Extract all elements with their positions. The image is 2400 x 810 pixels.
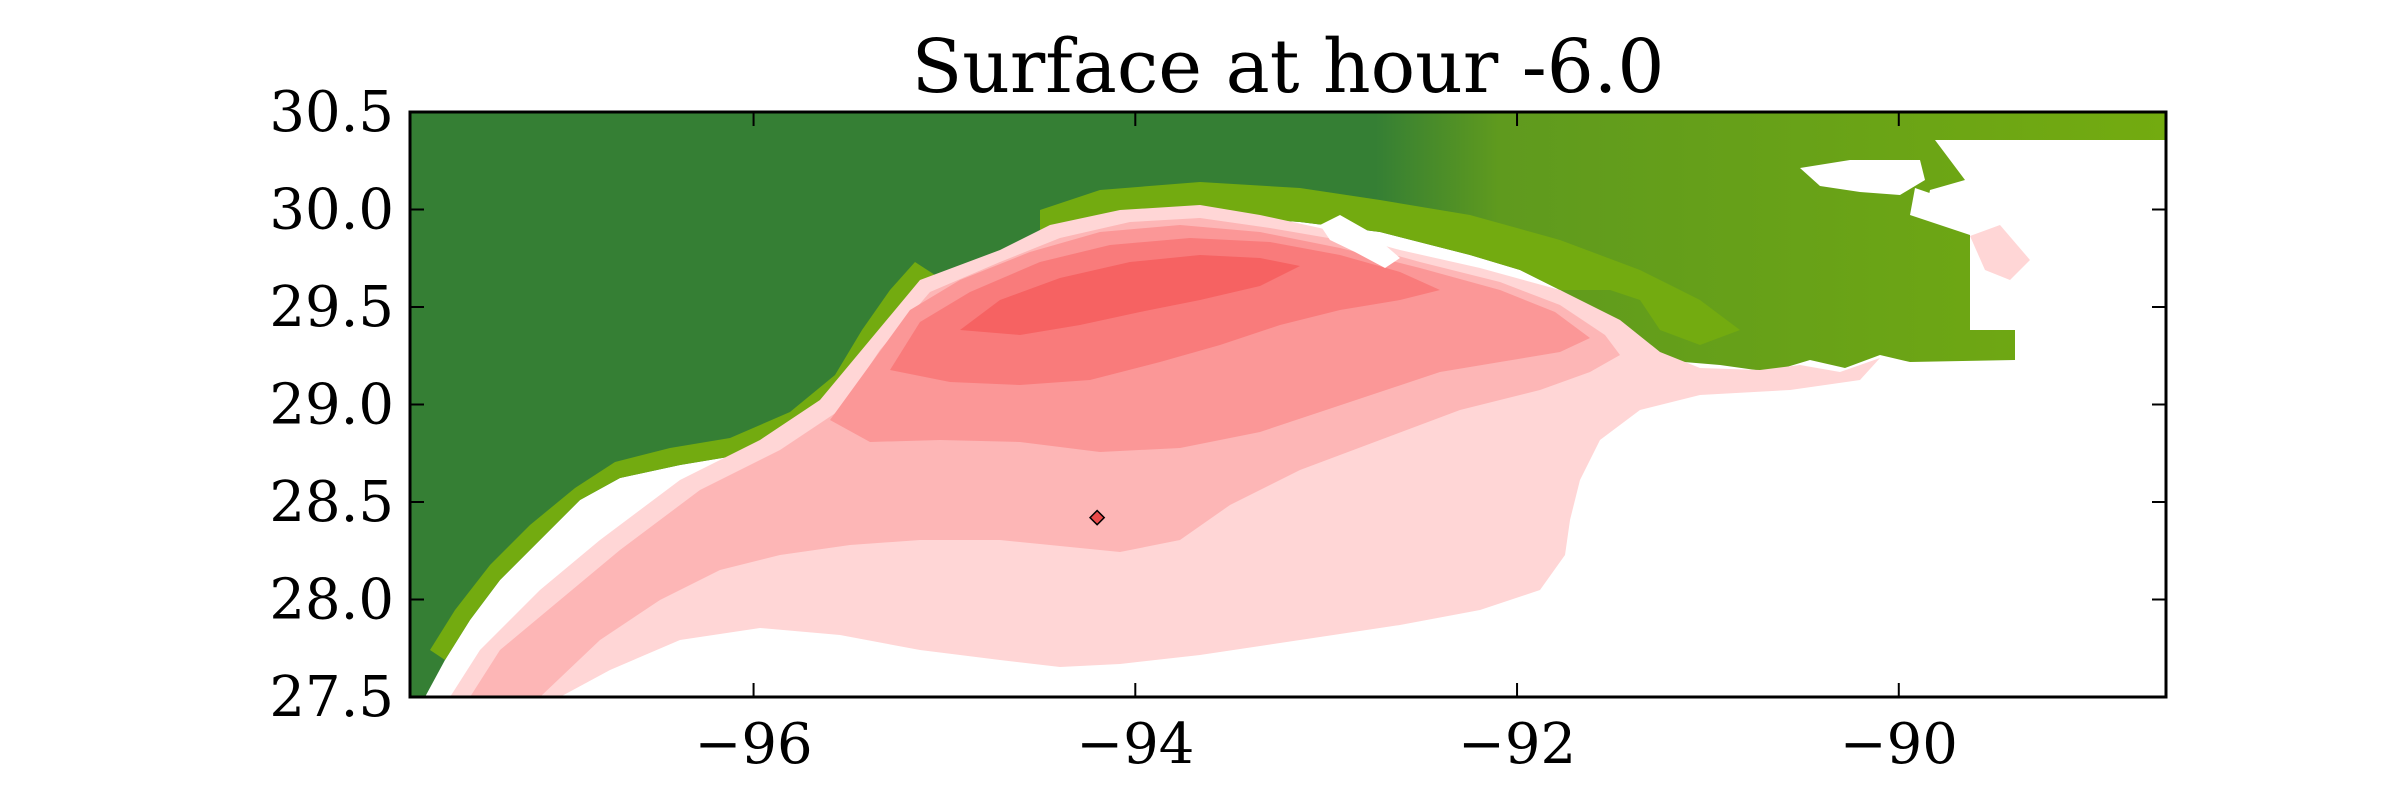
x-tick-label: −94 (1076, 712, 1194, 777)
x-tick-label: −92 (1458, 712, 1576, 777)
inland-water-lake (1320, 215, 1400, 268)
x-tick-label: −96 (694, 712, 812, 777)
y-tick-label: 28.0 (269, 568, 394, 633)
surge-band-4 (890, 238, 1440, 385)
coastal-lowland (1040, 182, 1740, 345)
location-marker (1088, 509, 1106, 526)
y-tick-label: 28.5 (269, 470, 394, 535)
y-tick-label: 29.5 (269, 275, 394, 340)
inland-water-east-2 (1925, 140, 2166, 360)
y-axis: 30.5 30.0 29.5 29.0 28.5 28.0 27.5 (269, 80, 2166, 730)
map-area (410, 112, 2166, 697)
y-tick-label: 30.5 (269, 80, 394, 145)
y-tick-label: 27.5 (269, 665, 394, 730)
inland-water-east (1800, 160, 1925, 195)
y-tick-label: 30.0 (269, 178, 394, 243)
x-tick-label: −90 (1840, 712, 1958, 777)
x-axis: −96 −94 −92 −90 (694, 112, 1958, 777)
coastal-lowland-west (430, 262, 935, 660)
figure-title: Surface at hour -6.0 (912, 24, 1665, 110)
offshore-water (1970, 225, 2030, 280)
land-region (410, 112, 2166, 697)
y-tick-label: 29.0 (269, 373, 394, 438)
surge-band-5 (960, 255, 1300, 335)
